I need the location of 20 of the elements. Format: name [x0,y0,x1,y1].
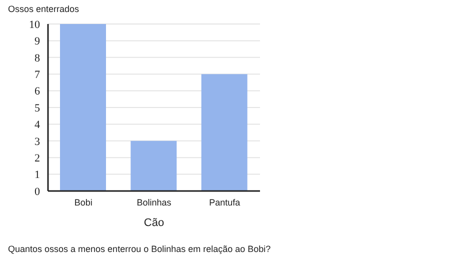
y-tick-label: 4 [34,119,40,132]
text: Quantos ossos a menos enterrou o Bolinhas em relação ao Bobi? [8,244,271,254]
y-tick-label: 3 [34,136,40,148]
y-tick-label: 8 [34,52,40,64]
x-tick-label: Bobi [74,197,92,208]
y-tick-label: 6 [34,86,40,98]
bar [130,140,177,191]
x-axis-title: Cão [144,217,164,229]
y-tick-label: 5 [34,102,40,114]
y-tick-label: 2 [34,152,40,165]
y-tick-label: 10 [29,18,40,31]
x-tick-label: Bolinhas [136,197,172,208]
y-tick-label: 9 [34,36,40,48]
x-tick-label: Pantufa [209,197,240,208]
y-tick-label: 1 [34,169,40,182]
y-tick-label: 7 [34,69,40,82]
bar [201,74,248,191]
bar [60,24,106,191]
y-axis-title: Ossos enterrados [8,4,80,14]
y-tick-label: 0 [34,186,40,198]
